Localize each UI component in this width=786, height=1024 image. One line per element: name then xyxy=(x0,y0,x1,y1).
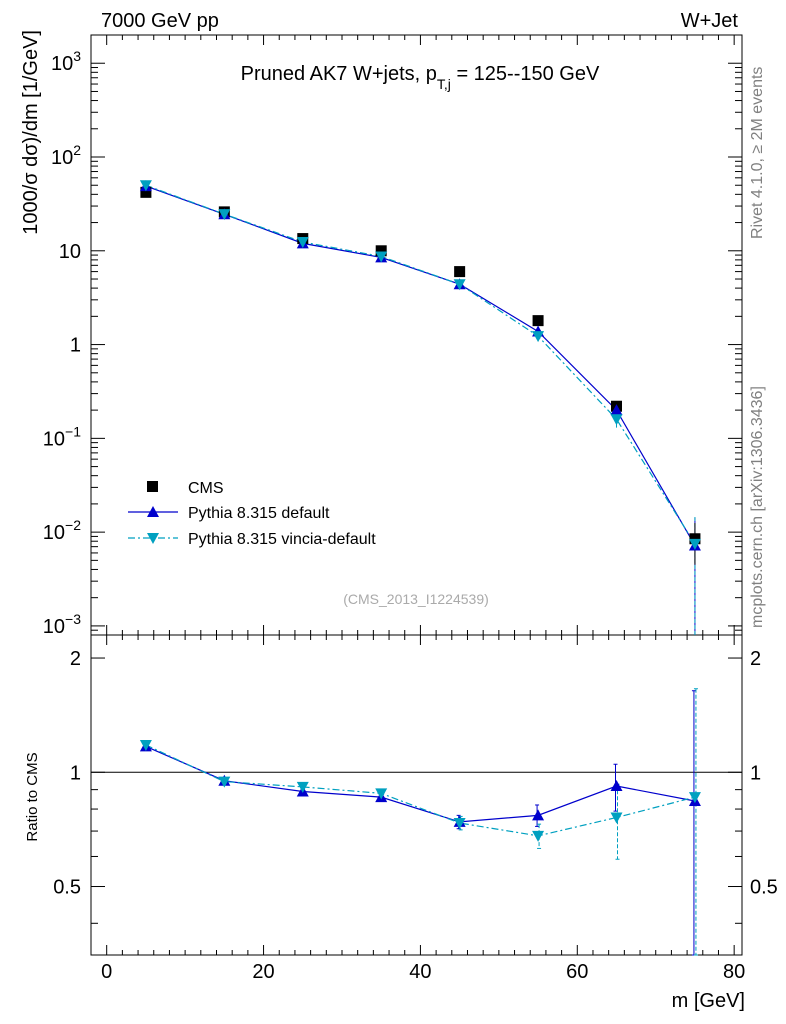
ratio-tick-label-left: 1 xyxy=(70,762,81,784)
x-axis-title: m [GeV] xyxy=(672,990,745,1012)
pythia-vincia-line xyxy=(145,184,696,545)
analysis-tag: (CMS_2013_I1224539) xyxy=(343,591,489,607)
ratio-tick-label-left: 0.5 xyxy=(53,877,81,899)
x-tick-label: 0 xyxy=(101,961,112,983)
pythia-vincia-ratio-point xyxy=(296,781,309,793)
ratio-axis-title: Ratio to CMS xyxy=(24,752,41,841)
legend-label-pythia-default: Pythia 8.315 default xyxy=(188,505,330,522)
pythia-vincia-ratio-point xyxy=(532,830,545,842)
process-label: W+Jet xyxy=(681,10,739,32)
legend-marker-pythia-vincia xyxy=(147,533,159,544)
pythia-vincia-ratio-line xyxy=(145,744,696,837)
x-tick-label: 20 xyxy=(252,961,274,983)
pythia-vincia-ratio-point xyxy=(688,792,701,804)
pythia-vincia-point xyxy=(139,180,152,192)
x-tick-label: 40 xyxy=(409,961,431,983)
legend-marker-cms xyxy=(147,481,158,492)
pythia-vincia-point xyxy=(375,251,388,263)
ratio-tick-label-right: 2 xyxy=(750,648,761,670)
energy-label: 7000 GeV pp xyxy=(101,10,219,32)
y-tick-label: 1 xyxy=(70,335,81,357)
cms-data-point xyxy=(375,245,387,257)
pythia-vincia-point xyxy=(453,279,466,291)
y-axis-title: 1000/σ dσ)/dm [1/GeV] xyxy=(20,30,42,235)
y-tick-label: 10 xyxy=(59,241,81,263)
pythia-default-ratio-line xyxy=(145,745,696,823)
pythia-vincia-point xyxy=(688,538,701,550)
cms-data-point xyxy=(454,266,466,278)
ratio-tick-label-right: 0.5 xyxy=(750,877,778,899)
y-tick-label: 103 xyxy=(51,48,81,75)
cms-data-point xyxy=(689,533,701,545)
pythia-vincia-point xyxy=(296,237,309,249)
legend-marker-pythia-default xyxy=(147,506,159,517)
pythia-default-point xyxy=(610,404,623,416)
mcplots-label: mcplots.cern.ch [arXiv:1306.3436] xyxy=(749,386,766,628)
rivet-version-label: Rivet 4.1.0, ≥ 2M events xyxy=(749,66,766,239)
ratio-panel-frame xyxy=(90,634,743,956)
x-tick-label: 80 xyxy=(723,961,745,983)
legend: CMS Pythia 8.315 default Pythia 8.315 vi… xyxy=(128,480,376,548)
pythia-vincia-point xyxy=(610,414,623,426)
pythia-vincia-ratio-point xyxy=(610,812,623,824)
y-tick-label: 10−1 xyxy=(43,423,81,450)
ratio-tick-label-right: 1 xyxy=(750,762,761,784)
legend-label-pythia-vincia: Pythia 8.315 vincia-default xyxy=(188,531,376,548)
pythia-vincia-ratio-point xyxy=(453,818,466,830)
y-tick-label: 102 xyxy=(51,142,81,169)
pythia-vincia-ratio-point xyxy=(218,776,231,788)
ratio-tick-label-left: 2 xyxy=(70,648,81,670)
y-tick-label: 10−3 xyxy=(43,611,81,638)
pythia-default-line xyxy=(145,185,696,546)
pythia-vincia-ratio-point xyxy=(375,788,388,800)
pythia-vincia-point xyxy=(218,209,231,221)
y-tick-label: 10−2 xyxy=(43,517,81,544)
pythia-default-ratio-point xyxy=(610,780,623,792)
cms-data-point xyxy=(140,186,152,198)
pythia-default-ratio-point xyxy=(532,809,545,821)
x-tick-label: 60 xyxy=(566,961,588,983)
legend-label-cms: CMS xyxy=(188,480,224,497)
chart-title: Pruned AK7 W+jets, pT,j = 125--150 GeV xyxy=(241,63,600,92)
cms-data-point xyxy=(532,315,544,327)
pythia-vincia-ratio-point xyxy=(139,739,152,751)
pythia-vincia-point xyxy=(532,331,545,343)
